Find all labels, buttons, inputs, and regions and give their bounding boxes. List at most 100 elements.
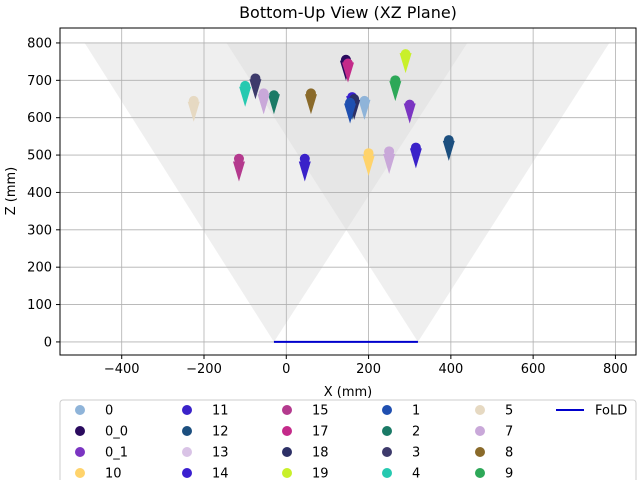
plot-frame xyxy=(59,27,637,356)
legend-marker xyxy=(182,447,192,457)
legend-label: 0 xyxy=(105,404,113,419)
legend-marker xyxy=(75,447,85,457)
point-marker xyxy=(299,153,310,164)
arrow-head xyxy=(409,148,422,169)
point-marker xyxy=(268,90,279,101)
legend-item-17: 17 xyxy=(282,425,329,440)
legend-box xyxy=(59,399,637,480)
arrow-head xyxy=(442,140,455,161)
legend-item-0: 0 xyxy=(75,404,113,419)
x-axis-label: X (mm) xyxy=(324,385,373,400)
legend-item-5: 5 xyxy=(475,404,513,419)
arrow-head xyxy=(187,101,200,122)
point-1-0 xyxy=(344,97,357,124)
point-19-0 xyxy=(399,49,412,74)
legend-item-12: 12 xyxy=(182,425,229,440)
point-marker xyxy=(305,88,316,99)
y-tick-label: 500 xyxy=(27,149,52,164)
legend-item-7: 7 xyxy=(475,425,513,440)
y-tick-label: 600 xyxy=(27,111,52,126)
legend-item-15: 15 xyxy=(282,404,329,419)
legend-marker xyxy=(382,447,392,457)
legend-marker xyxy=(75,468,85,478)
point-17-0 xyxy=(342,58,354,83)
y-axis-label: Z (mm) xyxy=(4,167,19,216)
legend-item-9: 9 xyxy=(475,467,513,480)
legend-item-2: 2 xyxy=(382,425,420,440)
point-marker xyxy=(188,95,199,106)
point-marker xyxy=(400,49,411,60)
point-11-0 xyxy=(298,153,311,182)
y-tick-label: 700 xyxy=(27,74,52,89)
legend-label: 18 xyxy=(312,446,329,461)
point-marker xyxy=(240,80,251,91)
legend-marker xyxy=(382,468,392,478)
legend-marker xyxy=(475,468,485,478)
point-marker xyxy=(363,148,374,159)
x-tick-label: −200 xyxy=(186,362,222,377)
legend-label: 2 xyxy=(412,425,420,440)
legend-marker xyxy=(282,447,292,457)
legend-item-4: 4 xyxy=(382,467,420,480)
point-marker xyxy=(343,58,353,69)
legend-label: 8 xyxy=(505,446,513,461)
y-tick-label: 200 xyxy=(27,261,52,276)
legend-label: 14 xyxy=(212,467,229,480)
legend-label: 1 xyxy=(412,404,420,419)
point-marker xyxy=(345,97,356,108)
arrow-head xyxy=(239,86,252,107)
legend-item-3: 3 xyxy=(382,446,420,461)
arrow-head xyxy=(257,94,270,115)
point-0_1-0 xyxy=(403,99,416,124)
data-points xyxy=(187,49,455,182)
plot-area xyxy=(60,28,636,355)
legend-marker xyxy=(182,426,192,436)
point-8-0 xyxy=(304,88,317,115)
point-5-0 xyxy=(187,95,200,122)
legend-label: 12 xyxy=(212,425,229,440)
legend-marker xyxy=(282,468,292,478)
legend-label: 17 xyxy=(312,425,329,440)
point-9-0 xyxy=(389,75,402,102)
point-3-0 xyxy=(249,73,262,100)
point-2-0 xyxy=(267,90,280,115)
legend-item-11: 11 xyxy=(182,404,229,419)
legend-item-8: 8 xyxy=(475,446,513,461)
legend-marker xyxy=(182,468,192,478)
legend-marker xyxy=(382,405,392,415)
point-marker xyxy=(404,99,415,110)
point-marker xyxy=(233,153,244,164)
x-tick-label: −400 xyxy=(104,362,140,377)
legend-label: 10 xyxy=(105,467,122,480)
x-tick-label: 800 xyxy=(603,362,628,377)
arrow-head xyxy=(249,79,262,100)
axes: −400 −200 0 200 400 600 800 0 100 200 300 400 500 600… xyxy=(27,27,637,377)
legend-marker xyxy=(475,405,485,415)
legend-label: FoLD xyxy=(595,404,627,419)
legend-item-0_1: 0_1 xyxy=(75,446,128,461)
legend-item-10: 10 xyxy=(75,467,122,480)
legend-marker xyxy=(282,426,292,436)
x-tick-label: 600 xyxy=(521,362,546,377)
point-marker xyxy=(443,135,454,146)
arrow-head xyxy=(344,103,357,124)
legend-label: 11 xyxy=(212,404,229,419)
legend-label: 0_1 xyxy=(105,446,128,461)
point-marker xyxy=(258,88,269,99)
legend-label: 9 xyxy=(505,467,513,480)
legend-label: 0_0 xyxy=(105,425,128,440)
point-marker xyxy=(410,142,421,153)
legend-item-19: 19 xyxy=(282,467,329,480)
legend-item-0_0: 0_0 xyxy=(75,425,128,440)
arrow-head xyxy=(362,155,375,176)
point-7-0 xyxy=(383,146,396,175)
legend-item-14: 14 xyxy=(182,467,229,480)
y-tick-label: 400 xyxy=(27,186,52,201)
legend-item-18: 18 xyxy=(282,446,329,461)
legend-marker xyxy=(75,426,85,436)
point-15-0 xyxy=(232,153,245,182)
point-10-0 xyxy=(362,148,375,176)
chart-title: Bottom-Up View (XZ Plane) xyxy=(239,3,457,22)
